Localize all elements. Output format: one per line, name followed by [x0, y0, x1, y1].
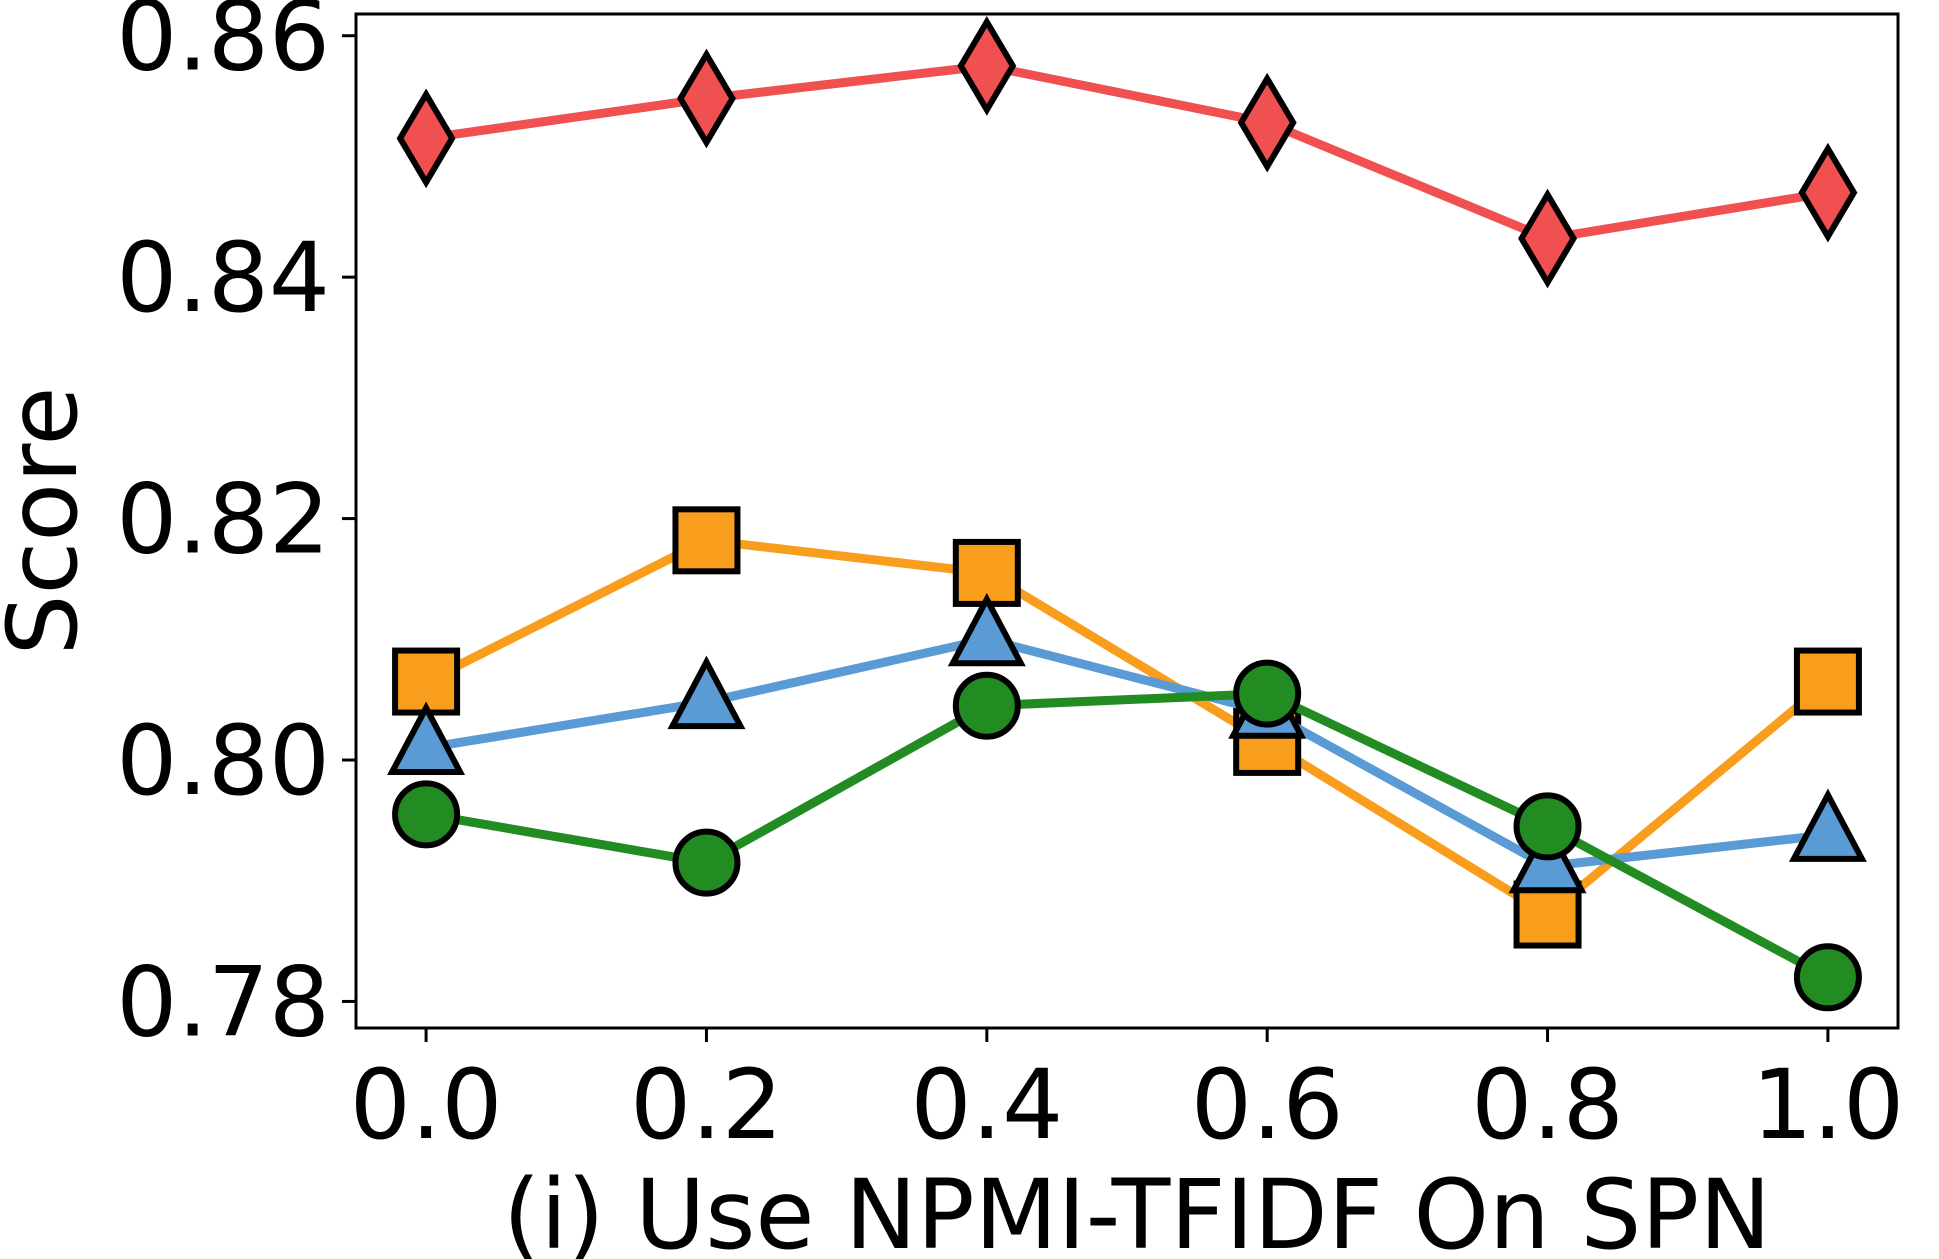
x-tick-label: 0.2 — [630, 1049, 783, 1161]
x-axis-ticks: 0.0 0.2 0.4 0.6 0.8 1.0 — [350, 1028, 1904, 1161]
x-tick-label: 1.0 — [1752, 1049, 1905, 1161]
data-point-orange-square — [1513, 880, 1582, 949]
data-point-red-diamond — [1798, 142, 1858, 243]
x-tick-label: 0.0 — [350, 1049, 503, 1161]
data-point-blue-triangle — [947, 592, 1026, 667]
data-point-red-diamond — [1237, 72, 1297, 173]
data-point-green-circle — [1513, 792, 1582, 861]
series-layer — [387, 16, 1867, 1012]
data-point-green-circle — [392, 780, 461, 849]
series-line-blue-triangle — [425, 634, 1829, 871]
data-point-red-diamond — [676, 48, 736, 149]
data-point-blue-triangle — [387, 701, 466, 775]
x-tick-label: 0.8 — [1471, 1049, 1624, 1161]
y-tick-label: 0.84 — [116, 222, 330, 334]
data-point-orange-square — [1793, 647, 1862, 716]
x-tick-label: 0.6 — [1191, 1049, 1344, 1161]
data-point-green-circle — [672, 828, 741, 897]
x-axis-title: (i) Use NPMI-TFIDF On SPN — [503, 1159, 1771, 1259]
data-point-blue-triangle — [667, 655, 746, 730]
y-tick-label: 0.82 — [116, 464, 330, 576]
data-point-red-diamond — [396, 88, 456, 189]
series-red-diamond — [396, 16, 1858, 289]
data-point-orange-square — [672, 506, 741, 575]
plot-frame — [354, 12, 1900, 1030]
y-tick-label: 0.78 — [116, 946, 330, 1058]
data-point-blue-triangle — [1788, 788, 1867, 862]
series-line-green-circle — [425, 689, 1831, 982]
y-axis-ticks: 0.78 0.80 0.82 0.84 0.86 — [116, 0, 356, 1058]
data-point-red-diamond — [957, 16, 1017, 116]
y-axis-title: Score — [0, 387, 99, 656]
y-tick-label: 0.86 — [116, 0, 330, 93]
x-tick-label: 0.4 — [910, 1049, 1063, 1161]
data-point-green-circle — [1793, 943, 1862, 1012]
series-line-red-diamond — [425, 61, 1829, 244]
series-line-orange-square — [424, 535, 1831, 920]
data-point-green-circle — [952, 671, 1021, 740]
series-green-circle — [392, 659, 1862, 1012]
y-tick-label: 0.80 — [116, 705, 330, 817]
data-point-green-circle — [1233, 659, 1302, 728]
data-point-red-diamond — [1518, 188, 1578, 289]
